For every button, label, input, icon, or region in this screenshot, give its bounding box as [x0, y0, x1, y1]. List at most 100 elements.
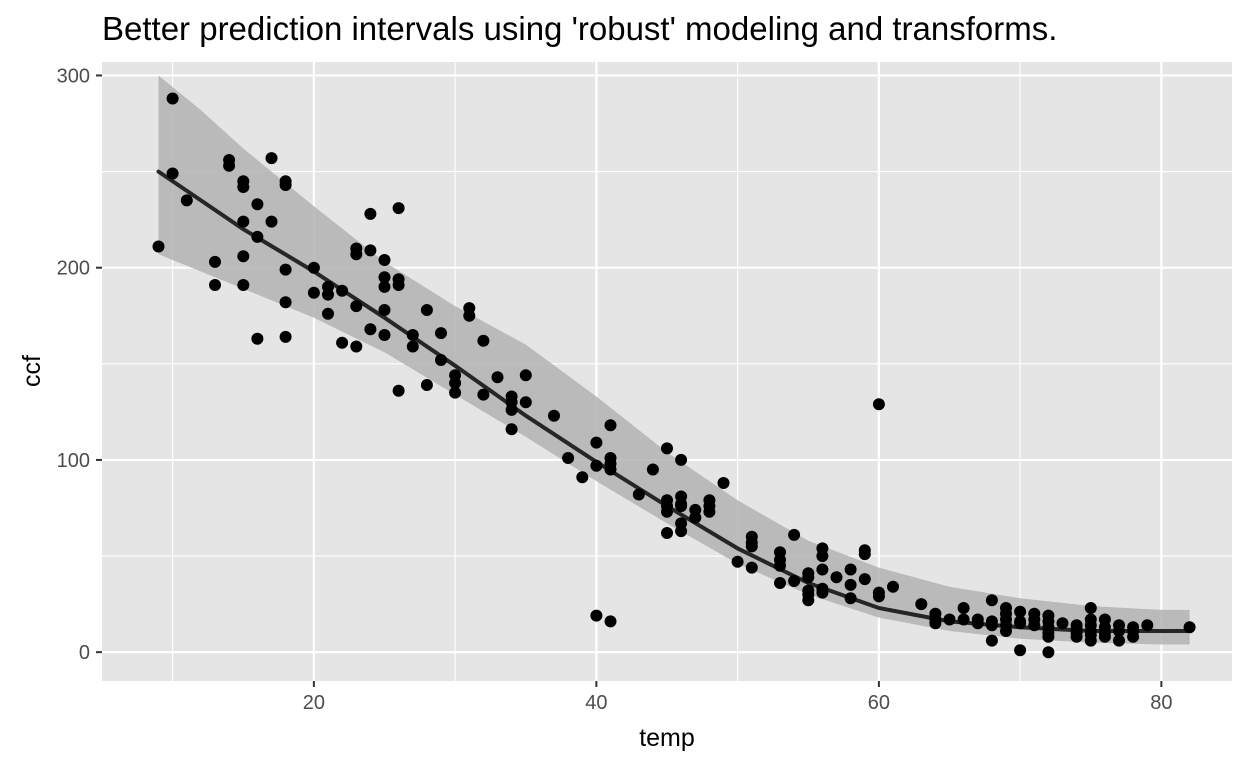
data-point — [519, 396, 532, 409]
data-point — [519, 369, 532, 382]
data-point — [237, 279, 250, 291]
data-point — [279, 263, 292, 276]
x-tick-label: 60 — [868, 692, 890, 714]
data-point — [1042, 630, 1055, 643]
data-point — [604, 419, 617, 432]
data-point — [943, 613, 956, 626]
y-tick-label: 0 — [79, 642, 90, 664]
data-point — [788, 528, 801, 541]
data-point — [1084, 602, 1097, 614]
data-point — [336, 336, 349, 349]
data-point — [675, 453, 688, 466]
data-point — [378, 329, 391, 341]
data-point — [717, 477, 730, 489]
data-point — [237, 250, 250, 263]
data-point — [1014, 644, 1027, 657]
data-point — [844, 578, 857, 591]
data-point — [802, 571, 815, 584]
data-point — [985, 594, 998, 607]
data-point — [449, 386, 462, 399]
data-point — [209, 255, 221, 268]
data-point — [265, 152, 278, 165]
data-point — [505, 403, 518, 416]
data-point — [406, 340, 419, 353]
data-point — [279, 330, 292, 343]
data-point — [463, 309, 476, 322]
data-point — [816, 563, 829, 576]
x-tick-label: 80 — [1150, 692, 1172, 714]
data-point — [364, 244, 377, 257]
x-tick-label: 20 — [303, 692, 325, 714]
data-point — [590, 436, 603, 449]
x-axis-ticks: 20 40 60 80 — [303, 681, 1173, 714]
data-point — [887, 580, 899, 593]
data-point — [279, 296, 292, 309]
data-point — [307, 261, 320, 274]
data-point — [985, 619, 998, 632]
data-point — [251, 332, 264, 345]
data-point — [378, 304, 391, 316]
data-point — [378, 271, 391, 284]
data-point — [223, 159, 236, 172]
data-point — [209, 279, 221, 291]
data-point — [802, 594, 815, 607]
data-point — [858, 548, 871, 561]
data-point — [590, 459, 603, 472]
chart-title: Better prediction intervals using 'robus… — [102, 10, 1057, 47]
data-point — [590, 609, 603, 622]
data-point — [689, 511, 702, 524]
data-point — [237, 215, 250, 228]
data-point — [957, 602, 970, 614]
y-axis-ticks: 0 100 200 300 — [57, 65, 102, 664]
x-tick-label: 40 — [585, 692, 607, 714]
data-point — [166, 167, 179, 180]
data-point — [985, 634, 998, 647]
data-point — [1084, 634, 1097, 647]
data-point — [604, 463, 617, 476]
data-point — [364, 207, 377, 220]
data-point — [675, 500, 688, 513]
data-point — [774, 559, 786, 572]
data-point — [548, 409, 560, 422]
data-point — [392, 202, 405, 215]
data-point — [251, 198, 264, 211]
data-point — [703, 505, 716, 518]
data-point — [265, 215, 278, 228]
data-point — [505, 423, 518, 436]
data-point — [449, 377, 462, 389]
data-point — [1014, 617, 1027, 630]
data-point — [350, 300, 363, 313]
data-point — [435, 354, 447, 366]
data-point — [661, 442, 673, 455]
data-point — [661, 505, 673, 518]
data-point — [661, 527, 673, 539]
data-point — [844, 563, 857, 576]
data-point — [166, 92, 179, 105]
y-tick-label: 300 — [57, 65, 90, 87]
data-point — [830, 571, 843, 584]
data-point — [435, 327, 447, 340]
data-point — [364, 323, 377, 336]
data-point — [844, 592, 857, 605]
data-point — [152, 240, 165, 253]
data-point — [477, 388, 490, 401]
data-point — [576, 471, 589, 484]
data-point — [491, 371, 504, 384]
data-point — [1000, 625, 1012, 637]
data-point — [1070, 630, 1083, 643]
data-point — [350, 340, 363, 353]
data-point — [237, 181, 250, 193]
data-point — [251, 230, 264, 243]
data-point — [378, 280, 391, 293]
data-point — [646, 463, 659, 476]
data-point — [1098, 630, 1111, 643]
data-point — [632, 488, 645, 501]
data-point — [745, 561, 758, 574]
data-point — [1042, 646, 1055, 659]
data-point — [1113, 625, 1125, 637]
data-point — [858, 573, 871, 586]
data-point — [279, 179, 292, 191]
data-point — [1028, 619, 1041, 632]
data-point — [322, 307, 334, 320]
